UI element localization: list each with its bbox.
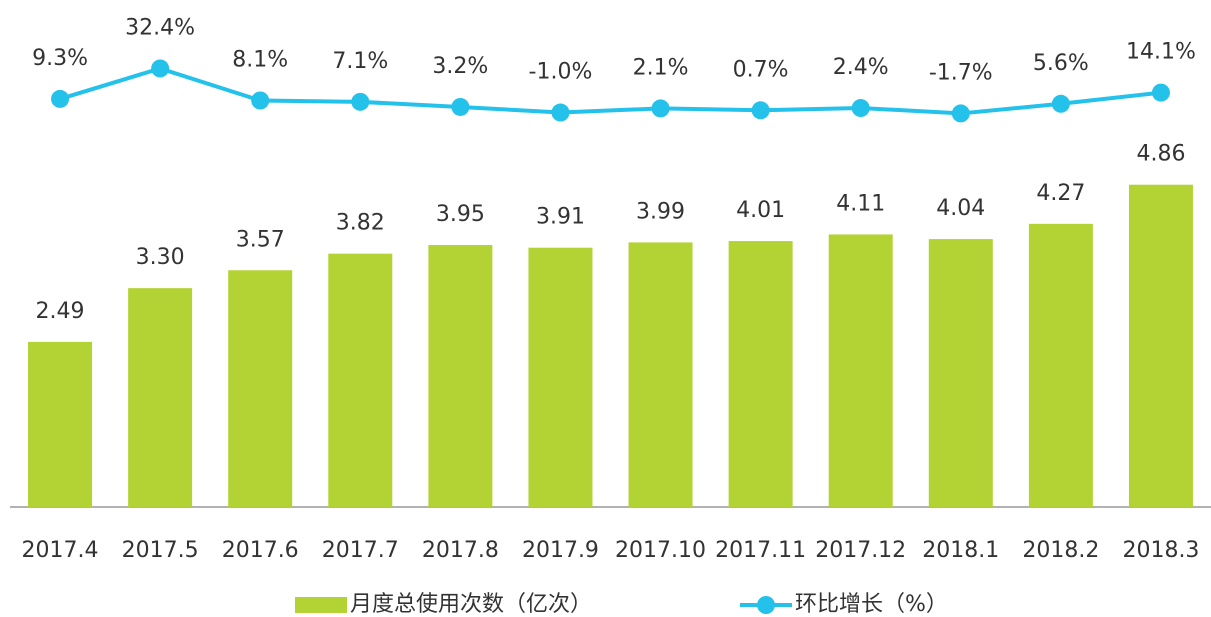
data-label: 32.4%	[125, 15, 195, 40]
line-point	[1151, 83, 1170, 102]
data-label: 5.6%	[1033, 51, 1089, 76]
x-tick-label: 2018.2	[1022, 538, 1099, 563]
bar	[1128, 184, 1193, 507]
data-label: 4.27	[1036, 181, 1085, 206]
line	[59, 66, 1162, 116]
line-point	[551, 103, 570, 122]
x-tick-label: 2017.9	[522, 538, 599, 563]
legend-swatch	[757, 596, 775, 614]
x-tick-label: 2017.6	[222, 538, 299, 563]
line-point	[351, 92, 370, 111]
data-label: 3.82	[336, 211, 385, 236]
bar	[228, 270, 293, 507]
line-point	[651, 99, 670, 118]
data-label: 3.2%	[432, 54, 488, 79]
data-label: 0.7%	[733, 57, 789, 82]
data-label: 7.1%	[332, 49, 388, 74]
bar	[28, 341, 93, 507]
line-point	[151, 59, 170, 78]
data-label: 4.86	[1136, 142, 1185, 167]
line-point	[751, 101, 770, 120]
line-point	[1051, 94, 1070, 113]
x-tick-label: 2017.11	[715, 538, 806, 563]
bar	[328, 253, 393, 507]
bar	[428, 245, 493, 508]
data-label: 3.91	[536, 205, 585, 230]
data-label: 9.3%	[32, 46, 88, 71]
x-tick-label: 2017.12	[815, 538, 906, 563]
x-tick-label: 2017.7	[322, 538, 399, 563]
bar	[728, 241, 793, 508]
data-label: 2.4%	[833, 55, 889, 80]
line-point	[951, 104, 970, 123]
x-tick-label: 2017.10	[615, 538, 706, 563]
bar	[628, 242, 693, 507]
x-tick-label: 2017.4	[22, 538, 99, 563]
data-label: 8.1%	[232, 48, 288, 73]
x-tick-label: 2018.1	[922, 538, 999, 563]
data-label: 4.11	[836, 191, 885, 216]
bar	[128, 288, 193, 507]
data-label: -1.0%	[529, 60, 593, 85]
data-label: 2.49	[36, 299, 85, 324]
data-label: 3.99	[636, 199, 685, 224]
line-point	[851, 99, 870, 118]
x-tick-label: 2017.8	[422, 538, 499, 563]
bar	[928, 239, 993, 507]
data-label: 3.30	[136, 245, 185, 270]
x-tick-label: 2018.3	[1122, 538, 1199, 563]
legend-swatch	[295, 597, 347, 613]
bar	[528, 247, 593, 507]
line-point	[251, 91, 270, 110]
bar	[828, 234, 893, 507]
data-label: 2.1%	[633, 55, 689, 80]
legend-label: 环比增长（%）	[795, 592, 948, 617]
legend-label: 月度总使用次数（亿次）	[350, 592, 592, 617]
data-label: 3.57	[236, 227, 285, 252]
line-point	[51, 89, 70, 108]
data-label: 4.04	[936, 196, 985, 221]
data-label: -1.7%	[929, 60, 993, 85]
data-label: 4.01	[736, 198, 785, 223]
x-tick-label: 2017.5	[122, 538, 199, 563]
bar	[1028, 223, 1093, 507]
data-label: 14.1%	[1126, 40, 1196, 65]
data-label: 3.95	[436, 202, 485, 227]
line-point	[451, 97, 470, 116]
